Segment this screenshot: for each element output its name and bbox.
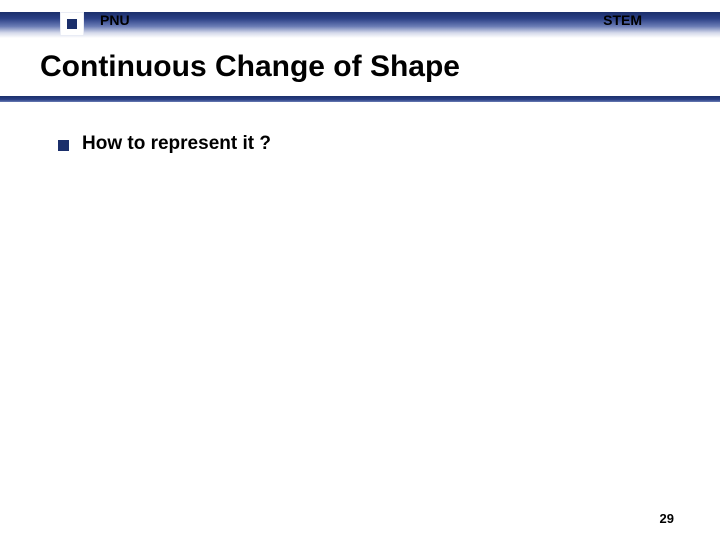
bullet-icon [58, 140, 69, 151]
header-left-label: PNU [100, 12, 130, 28]
slide-container: PNU STEM Continuous Change of Shape How … [0, 0, 720, 540]
bullet-text: How to represent it ? [82, 133, 271, 155]
slide-title: Continuous Change of Shape [40, 50, 460, 84]
header-right-label: STEM [603, 12, 642, 28]
title-underline [0, 96, 720, 102]
header-bullet-inner [67, 19, 77, 29]
page-number: 29 [660, 511, 674, 526]
